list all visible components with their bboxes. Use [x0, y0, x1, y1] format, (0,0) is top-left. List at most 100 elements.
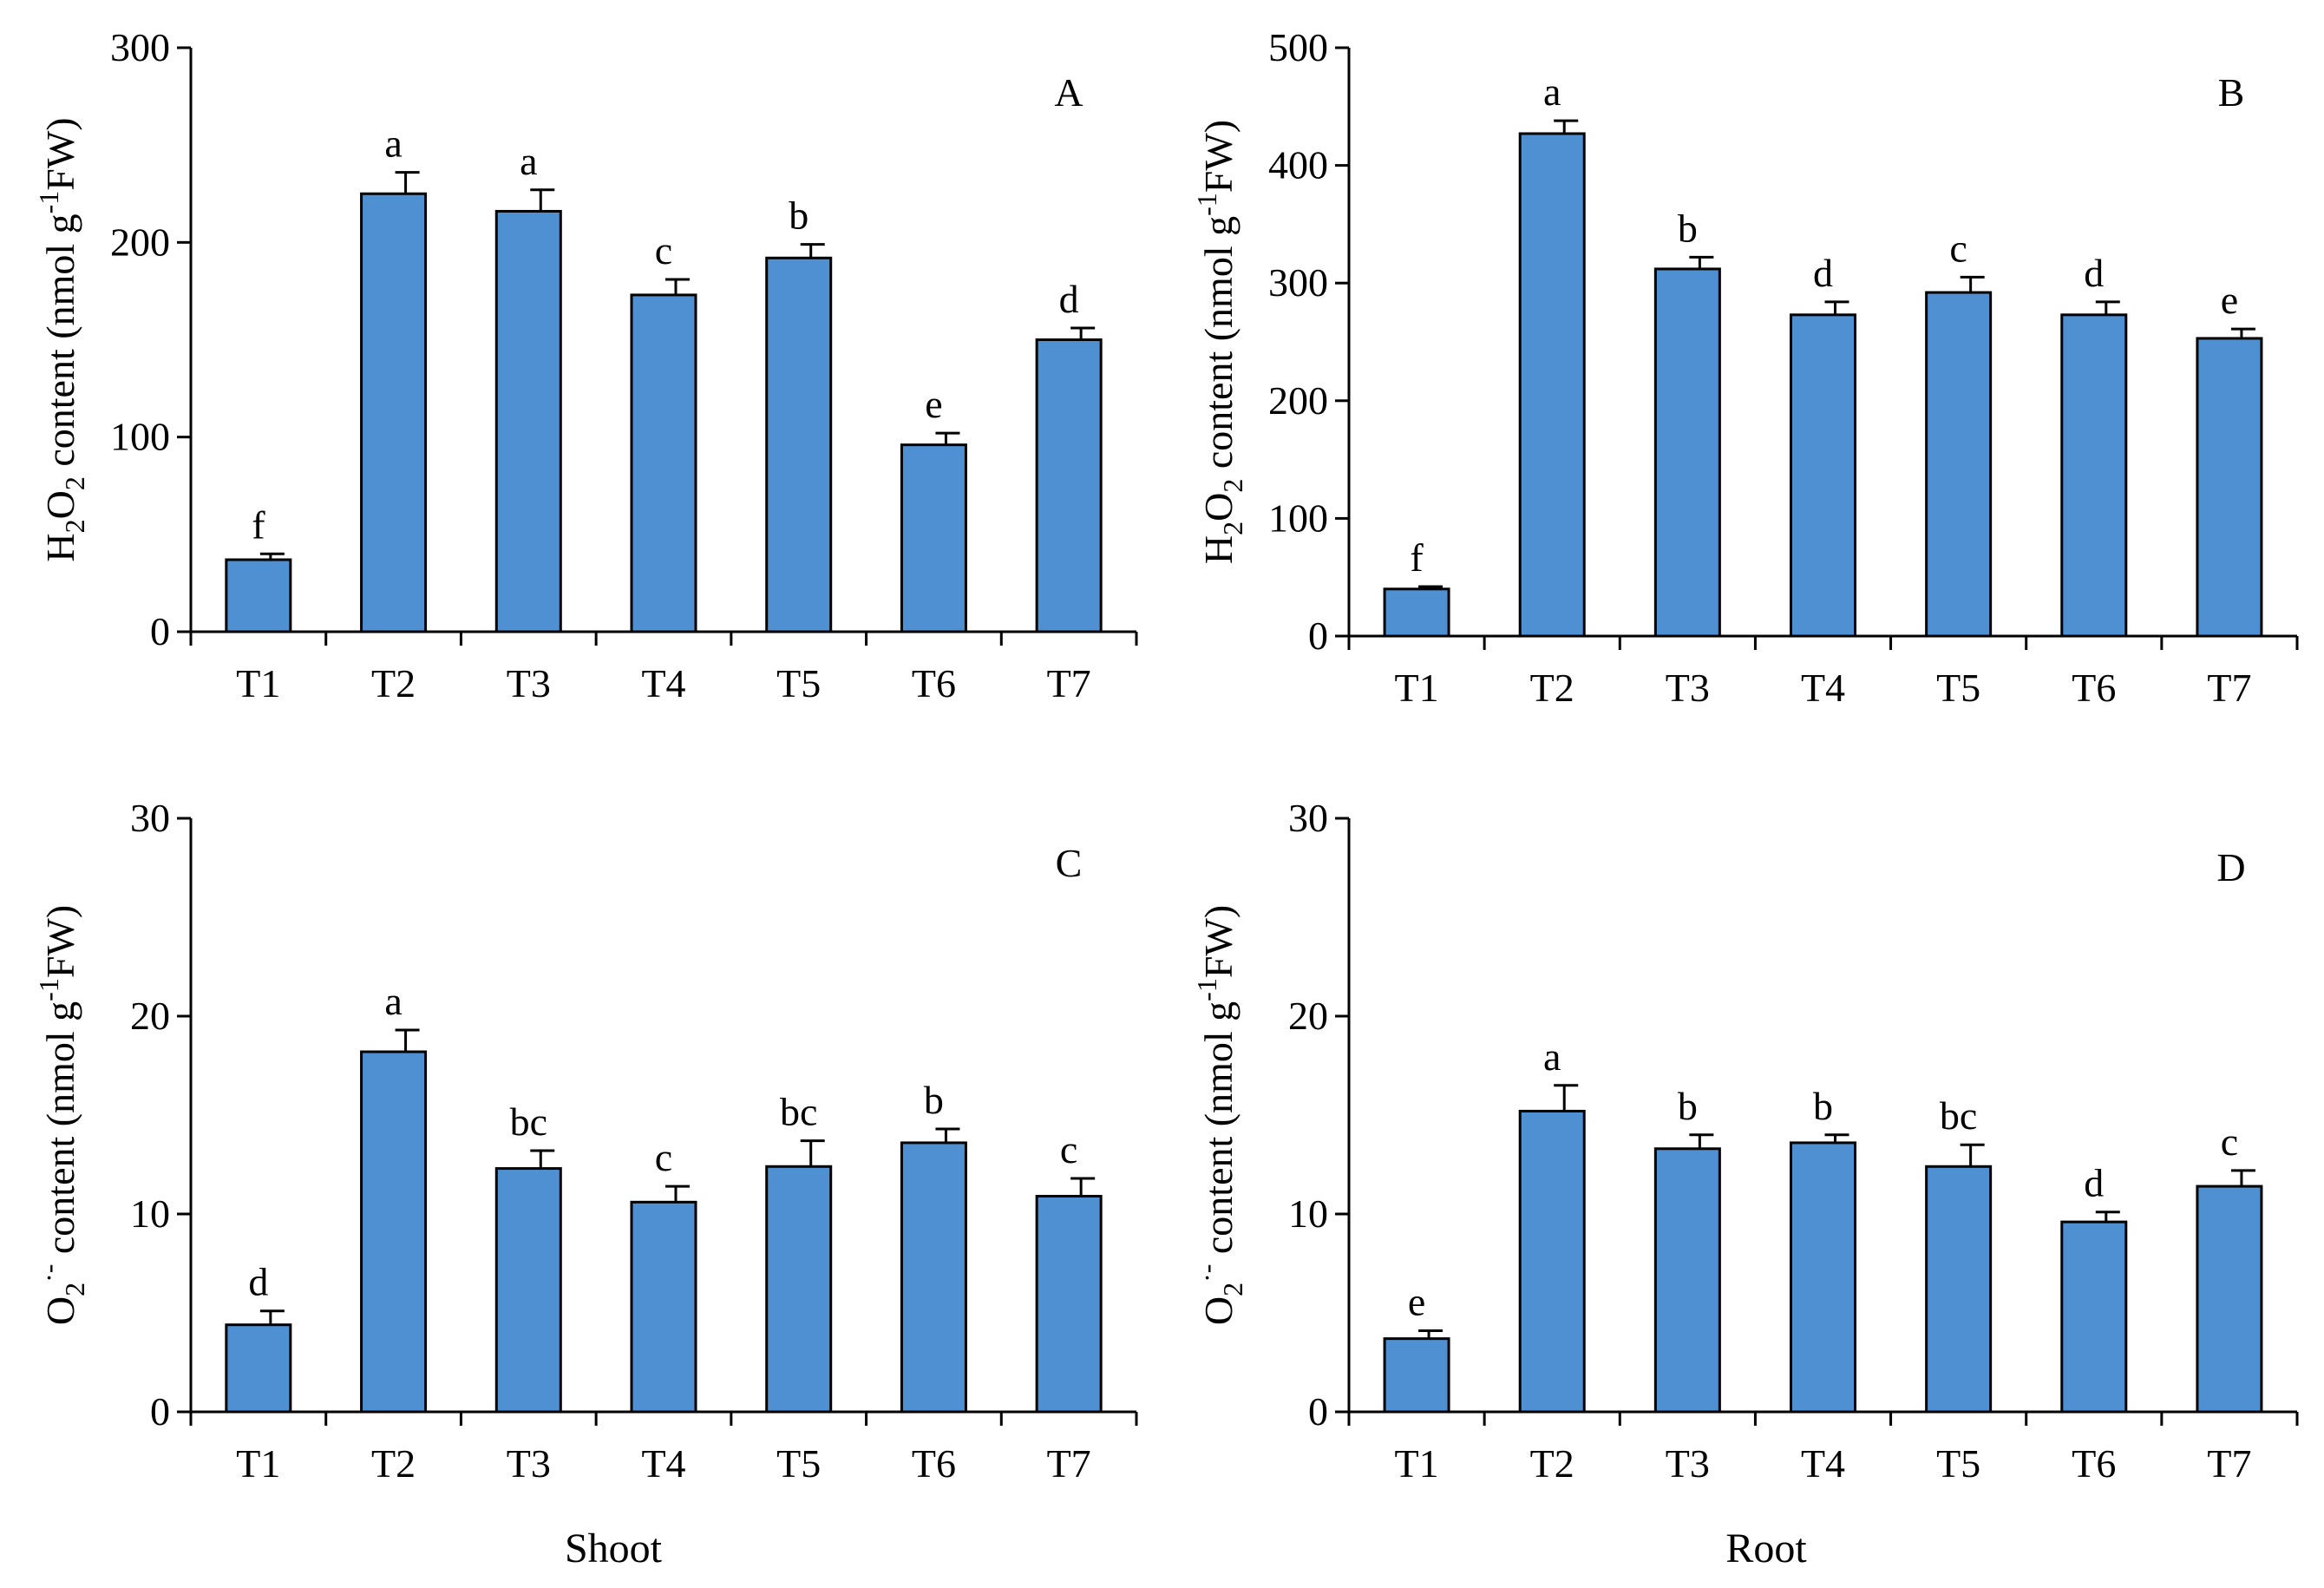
- y-tick-label: 400: [1268, 143, 1328, 187]
- y-tick-label: 0: [150, 609, 170, 653]
- x-tick-label: T7: [2207, 1441, 2251, 1486]
- bar-t3: [1653, 267, 1721, 638]
- bar-t3: [1653, 1147, 1721, 1414]
- bar-t5: [765, 1165, 833, 1414]
- bar-t4: [1790, 1141, 1856, 1414]
- y-tick-label: 30: [130, 796, 170, 840]
- significance-label: b: [789, 194, 808, 238]
- y-tick-label: 0: [150, 1389, 170, 1434]
- x-tick-label: T2: [371, 661, 416, 705]
- y-tick-label: 200: [110, 220, 170, 264]
- bar-t1: [1383, 1337, 1450, 1414]
- y-tick-label: 300: [1268, 260, 1328, 305]
- y-axis-title: O2·- content (nmol g-1FW): [33, 905, 90, 1325]
- x-tick-label: T2: [371, 1441, 416, 1486]
- significance-label: e: [2221, 278, 2238, 322]
- bar-t6: [900, 443, 967, 633]
- y-tick-label: 500: [1268, 25, 1328, 69]
- significance-label: b: [1678, 1084, 1698, 1128]
- y-axis-title: O2·- content (nmol g-1FW): [1191, 905, 1248, 1325]
- x-tick-label: T4: [641, 661, 685, 705]
- y-tick-label: 300: [110, 25, 170, 69]
- x-tick-label: T7: [2207, 666, 2251, 710]
- x-tick-label: T6: [2072, 666, 2116, 710]
- bar-t1: [1383, 587, 1450, 638]
- x-tick-label: T4: [1801, 666, 1845, 710]
- bar-t2: [360, 192, 428, 633]
- x-tick-label: T7: [1047, 661, 1091, 705]
- x-tick-label: T7: [1047, 1441, 1091, 1486]
- significance-label: f: [252, 502, 265, 547]
- bar-t2: [1518, 132, 1586, 638]
- significance-label: a: [384, 121, 402, 166]
- significance-label: d: [1813, 251, 1833, 295]
- x-axis-title: Root: [1725, 1526, 1807, 1572]
- x-tick-label: T1: [236, 1441, 280, 1486]
- bar-t5: [1925, 1165, 1993, 1414]
- significance-label: bc: [1940, 1093, 1977, 1138]
- significance-label: e: [925, 382, 942, 426]
- significance-label: c: [655, 1135, 672, 1179]
- x-tick-label: T5: [776, 1441, 821, 1486]
- significance-label: c: [2221, 1119, 2238, 1164]
- bar-t2: [360, 1050, 428, 1414]
- bar-t2: [1518, 1109, 1586, 1414]
- significance-label: f: [1410, 535, 1424, 580]
- bar-t1: [225, 558, 292, 633]
- bar-t3: [494, 209, 562, 633]
- y-tick-label: 20: [1288, 994, 1328, 1038]
- bar-t6: [2060, 313, 2128, 638]
- bar-t3: [494, 1167, 562, 1414]
- panel-letter: C: [1056, 841, 1083, 885]
- x-tick-label: T3: [1666, 666, 1710, 710]
- significance-label: c: [655, 228, 672, 272]
- x-tick-label: T6: [912, 1441, 956, 1486]
- panel-c: 0 10 20 30 d T1 a T2 bc T3 c T4 bc T5 b T6 c T7 C O2·- cont…: [33, 796, 1138, 1572]
- significance-label: b: [1678, 206, 1698, 250]
- x-tick-label: T1: [236, 661, 280, 705]
- bar-t4: [630, 293, 697, 633]
- panel-letter: D: [2216, 845, 2245, 889]
- x-tick-label: T3: [507, 1441, 551, 1486]
- significance-label: d: [248, 1260, 268, 1304]
- bar-t4: [1790, 313, 1856, 638]
- significance-label: b: [1813, 1084, 1833, 1128]
- panel-a: 0 100 200 300 f T1 a T2 a T3 c T4 b T5 e T6 d T7 A H2O2 con…: [33, 25, 1138, 705]
- significance-label: e: [1408, 1280, 1425, 1324]
- y-tick-label: 20: [130, 994, 170, 1038]
- y-tick-label: 100: [1268, 495, 1328, 540]
- x-tick-label: T4: [1801, 1441, 1845, 1486]
- significance-label: c: [1060, 1127, 1077, 1171]
- y-tick-label: 0: [1308, 614, 1328, 658]
- significance-label: a: [520, 139, 537, 183]
- significance-label: a: [1543, 69, 1561, 114]
- bar-t6: [2060, 1220, 2128, 1414]
- x-tick-label: T2: [1530, 666, 1574, 710]
- y-tick-label: 30: [1288, 796, 1328, 840]
- bar-t1: [225, 1323, 292, 1414]
- x-tick-label: T1: [1395, 666, 1439, 710]
- y-tick-label: 200: [1268, 378, 1328, 423]
- panel-b: 0 100 200 300 400 500 f T1 a T2 b T3 d T4 c T5 d T6 e T7 B H2…: [1191, 25, 2299, 710]
- x-tick-label: T5: [1936, 1441, 1980, 1486]
- y-axis-title: H2O2 content (nmol g-1FW): [1191, 120, 1248, 564]
- bar-t7: [1035, 1194, 1103, 1414]
- x-tick-label: T6: [912, 661, 956, 705]
- significance-label: a: [384, 979, 402, 1023]
- y-tick-label: 0: [1308, 1389, 1328, 1434]
- panel-letter: B: [2218, 70, 2245, 115]
- bar-t7: [2196, 1184, 2263, 1414]
- x-axis-title: Shoot: [565, 1526, 663, 1572]
- panel-letter: A: [1054, 70, 1083, 115]
- significance-label: d: [2084, 1161, 2104, 1205]
- y-tick-label: 100: [110, 415, 170, 459]
- y-tick-label: 10: [1288, 1191, 1328, 1236]
- bar-t5: [765, 256, 833, 633]
- x-tick-label: T4: [641, 1441, 685, 1486]
- y-axis-title: H2O2 content (nmol g-1FW): [33, 117, 90, 561]
- significance-label: c: [1949, 226, 1967, 270]
- significance-label: d: [1059, 277, 1079, 321]
- x-tick-label: T5: [776, 661, 821, 705]
- bar-t5: [1925, 291, 1993, 638]
